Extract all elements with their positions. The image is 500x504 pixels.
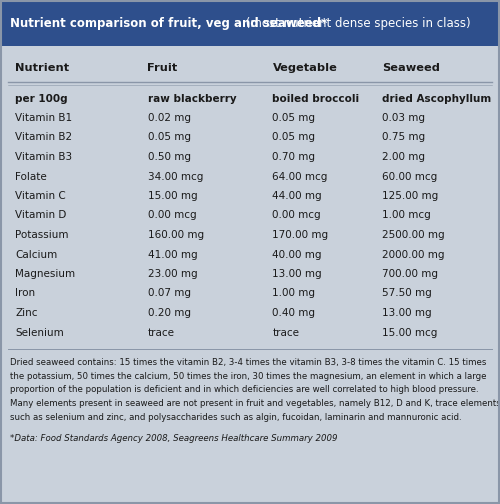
Text: dried Ascophyllum: dried Ascophyllum <box>382 94 492 104</box>
Text: 23.00 mg: 23.00 mg <box>148 269 197 279</box>
Text: Magnesium: Magnesium <box>15 269 75 279</box>
Text: Vitamin C: Vitamin C <box>15 191 66 201</box>
Text: Iron: Iron <box>15 288 35 298</box>
Text: 0.05 mg: 0.05 mg <box>148 133 190 143</box>
Text: Nutrient: Nutrient <box>15 63 69 73</box>
Text: the potassium, 50 times the calcium, 50 times the iron, 30 times the magnesium, : the potassium, 50 times the calcium, 50 … <box>10 372 486 381</box>
Text: Vitamin D: Vitamin D <box>15 211 66 221</box>
Text: 15.00 mg: 15.00 mg <box>148 191 197 201</box>
Text: 170.00 mg: 170.00 mg <box>272 230 328 240</box>
Bar <box>0 0 500 46</box>
Text: 0.00 mcg: 0.00 mcg <box>272 211 321 221</box>
Text: 700.00 mg: 700.00 mg <box>382 269 438 279</box>
Text: *Data: Food Standards Agency 2008, Seagreens Healthcare Summary 2009: *Data: Food Standards Agency 2008, Seagr… <box>10 434 338 443</box>
Text: such as selenium and zinc, and polysaccharides such as algin, fucoidan, laminari: such as selenium and zinc, and polysacch… <box>10 412 462 421</box>
Text: 0.20 mg: 0.20 mg <box>148 308 190 318</box>
Text: 2000.00 mg: 2000.00 mg <box>382 249 445 260</box>
Text: 40.00 mg: 40.00 mg <box>272 249 322 260</box>
Text: Dried seaweed contains: 15 times the vitamin B2, 3-4 times the vitamin B3, 3-8 t: Dried seaweed contains: 15 times the vit… <box>10 358 486 367</box>
Text: Vitamin B2: Vitamin B2 <box>15 133 72 143</box>
Text: 13.00 mg: 13.00 mg <box>382 308 432 318</box>
Text: 0.50 mg: 0.50 mg <box>148 152 190 162</box>
Text: per 100g: per 100g <box>15 94 68 104</box>
Text: 0.75 mg: 0.75 mg <box>382 133 426 143</box>
Text: 0.05 mg: 0.05 mg <box>272 133 316 143</box>
Text: 13.00 mg: 13.00 mg <box>272 269 322 279</box>
Text: 0.05 mg: 0.05 mg <box>272 113 316 123</box>
Text: 57.50 mg: 57.50 mg <box>382 288 432 298</box>
Text: Folate: Folate <box>15 171 47 181</box>
Text: 1.00 mg: 1.00 mg <box>272 288 316 298</box>
Text: 0.07 mg: 0.07 mg <box>148 288 190 298</box>
Text: Many elements present in seaweed are not present in fruit and vegetables, namely: Many elements present in seaweed are not… <box>10 399 500 408</box>
Text: trace: trace <box>148 328 174 338</box>
Text: 41.00 mg: 41.00 mg <box>148 249 197 260</box>
Text: trace: trace <box>272 328 299 338</box>
Text: Selenium: Selenium <box>15 328 64 338</box>
Text: proportion of the population is deficient and in which deficiencies are well cor: proportion of the population is deficien… <box>10 386 478 395</box>
Text: 125.00 mg: 125.00 mg <box>382 191 439 201</box>
Text: (most nutrient dense species in class): (most nutrient dense species in class) <box>242 17 471 30</box>
Text: raw blackberry: raw blackberry <box>148 94 236 104</box>
Text: 15.00 mcg: 15.00 mcg <box>382 328 438 338</box>
Text: Vitamin B1: Vitamin B1 <box>15 113 72 123</box>
Text: Calcium: Calcium <box>15 249 57 260</box>
Text: 64.00 mcg: 64.00 mcg <box>272 171 328 181</box>
Text: 2.00 mg: 2.00 mg <box>382 152 426 162</box>
Text: 0.00 mcg: 0.00 mcg <box>148 211 196 221</box>
Text: Fruit: Fruit <box>148 63 178 73</box>
Text: 0.70 mg: 0.70 mg <box>272 152 316 162</box>
Text: Vegetable: Vegetable <box>272 63 338 73</box>
Text: Nutrient comparison of fruit, veg and seaweed*: Nutrient comparison of fruit, veg and se… <box>10 17 328 30</box>
Text: 1.00 mcg: 1.00 mcg <box>382 211 431 221</box>
Text: 0.02 mg: 0.02 mg <box>148 113 190 123</box>
Text: 160.00 mg: 160.00 mg <box>148 230 204 240</box>
Text: Zinc: Zinc <box>15 308 38 318</box>
Text: 60.00 mcg: 60.00 mcg <box>382 171 438 181</box>
Text: 0.03 mg: 0.03 mg <box>382 113 426 123</box>
Text: 34.00 mcg: 34.00 mcg <box>148 171 203 181</box>
Text: 44.00 mg: 44.00 mg <box>272 191 322 201</box>
Text: 2500.00 mg: 2500.00 mg <box>382 230 445 240</box>
Text: Vitamin B3: Vitamin B3 <box>15 152 72 162</box>
Text: Seaweed: Seaweed <box>382 63 440 73</box>
Text: Potassium: Potassium <box>15 230 68 240</box>
Text: boiled broccoli: boiled broccoli <box>272 94 360 104</box>
Text: 0.40 mg: 0.40 mg <box>272 308 316 318</box>
